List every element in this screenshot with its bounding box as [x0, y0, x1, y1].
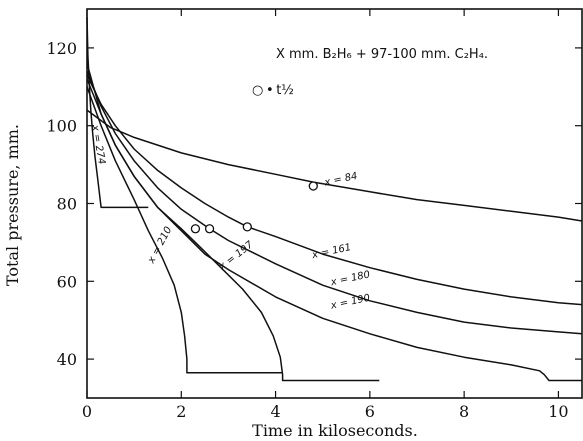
- y-tick-label: 100: [46, 117, 77, 136]
- curve-190: [86, 63, 582, 382]
- half-life-point: [190, 224, 201, 234]
- half-life-legend: ○ • t½: [252, 83, 294, 98]
- curve-180: [86, 70, 583, 335]
- x-axis-label: Time in kiloseconds.: [252, 421, 418, 440]
- axis-ticks: 0 2 4 6 8 10 40 60 80 100 120: [46, 9, 582, 421]
- curve-197: [86, 78, 380, 382]
- chart-title: X mm. B₂H₆ + 97-100 mm. C₂H₄.: [276, 47, 488, 62]
- curve-label: x = 274: [89, 123, 107, 165]
- x-tick-label: 8: [459, 402, 469, 421]
- curve-210: [86, 86, 283, 374]
- half-life-point: [308, 181, 318, 191]
- y-tick-label: 40: [57, 350, 77, 369]
- x-tick-label: 2: [176, 402, 186, 421]
- y-axis-label: Total pressure, mm.: [3, 124, 22, 286]
- half-life-point: [242, 222, 252, 232]
- curve-label: x = 190: [329, 293, 371, 312]
- half-life-point: [204, 224, 215, 234]
- curve-161: [86, 74, 583, 306]
- curve-label: x = 210: [146, 225, 175, 266]
- half-life-markers: [190, 181, 318, 234]
- curves-layer: [86, 16, 583, 382]
- y-tick-label: 80: [57, 195, 77, 214]
- curve-84: [86, 109, 583, 222]
- curve-label: x = 180: [329, 269, 371, 288]
- plot-frame: [86, 8, 583, 399]
- y-tick-label: 60: [57, 272, 77, 291]
- x-tick-label: 0: [82, 402, 92, 421]
- x-tick-label: 10: [548, 402, 568, 421]
- curve-label: x = 161: [310, 242, 352, 261]
- x-tick-label: 4: [270, 402, 280, 421]
- y-tick-label: 120: [46, 39, 77, 58]
- x-tick-label: 6: [365, 402, 375, 421]
